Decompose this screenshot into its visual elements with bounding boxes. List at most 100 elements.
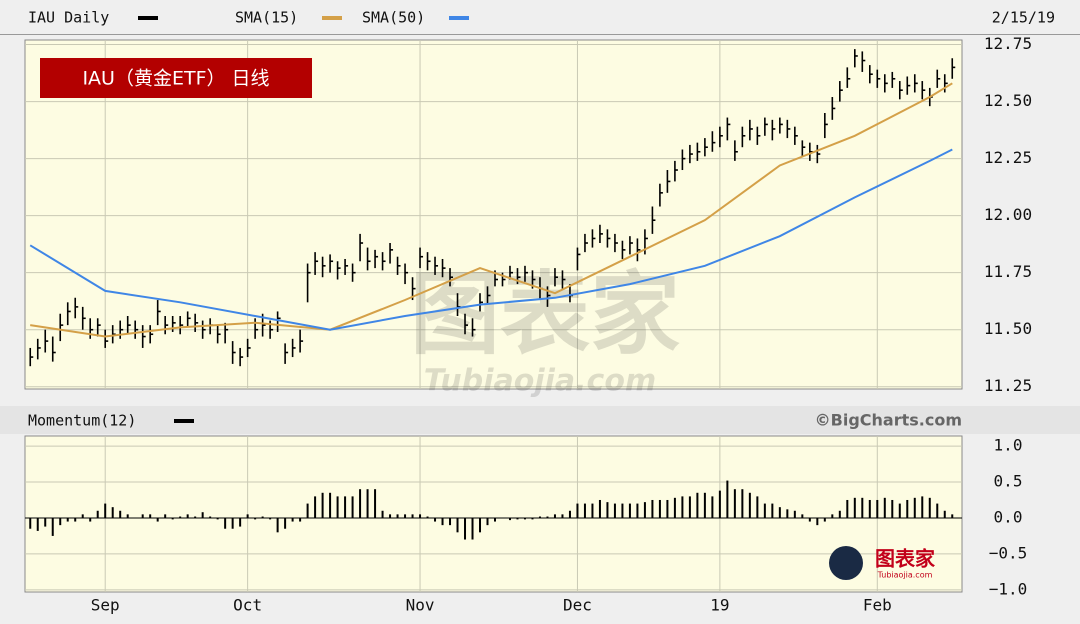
momentum-bar: [576, 503, 579, 518]
momentum-bar: [321, 492, 324, 518]
momentum-bar: [389, 514, 392, 518]
momentum-bar: [314, 496, 317, 518]
momentum-bar: [711, 496, 714, 518]
x-tick-label: 19: [710, 596, 729, 615]
logo-url: Tubiaojia.com: [877, 571, 933, 580]
momentum-bar: [553, 514, 556, 518]
momentum-bar: [201, 512, 204, 518]
momentum-bar: [111, 507, 114, 518]
momentum-bar: [636, 503, 639, 518]
momentum-bar: [823, 517, 826, 522]
logo-icon: [829, 546, 863, 580]
momentum-bar: [681, 496, 684, 518]
momentum-bar: [801, 514, 804, 518]
momentum-bar: [336, 496, 339, 518]
momentum-bar: [913, 497, 916, 518]
marks: [29, 49, 956, 540]
momentum-bar: [291, 517, 294, 522]
chart-title: IAU Daily: [28, 9, 109, 27]
momentum-bar: [156, 517, 159, 522]
legend-swatch: [322, 16, 342, 20]
momentum-bar: [471, 517, 474, 540]
momentum-bar: [733, 489, 736, 518]
momentum-bar: [81, 514, 84, 518]
y-tick-label: 0.0: [994, 507, 1023, 526]
date-label: 2/15/19: [992, 9, 1055, 27]
momentum-bar: [861, 497, 864, 518]
momentum-bar: [846, 499, 849, 518]
momentum-bar: [351, 496, 354, 518]
y-tick-label: −1.0: [989, 579, 1028, 598]
momentum-bar: [531, 517, 534, 520]
momentum-bar: [164, 514, 167, 518]
momentum-bar: [613, 503, 616, 518]
momentum-bar: [231, 517, 234, 529]
momentum-bar: [194, 516, 197, 518]
momentum-bar: [876, 499, 879, 518]
momentum-bar: [943, 510, 946, 518]
momentum-bar: [126, 514, 129, 518]
momentum-bar: [359, 489, 362, 518]
y-tick-label: 11.75: [984, 262, 1032, 281]
momentum-bar: [224, 517, 227, 529]
momentum-plot: [24, 435, 963, 593]
momentum-bar: [179, 516, 182, 518]
y-tick-label: 12.75: [984, 34, 1032, 53]
momentum-bar: [246, 514, 249, 518]
momentum-bar: [66, 517, 69, 522]
momentum-bar: [51, 517, 54, 536]
momentum-bar: [898, 503, 901, 518]
momentum-bar: [703, 492, 706, 518]
momentum-bar: [209, 516, 212, 518]
momentum-bar: [419, 514, 422, 518]
momentum-bar: [404, 514, 407, 518]
momentum-bar: [763, 503, 766, 518]
momentum-bar: [561, 514, 564, 518]
momentum-bar: [643, 502, 646, 518]
momentum-bar: [726, 480, 729, 518]
sma-line: [29, 148, 953, 331]
legend-swatch: [449, 16, 469, 20]
momentum-bar: [921, 496, 924, 518]
momentum-bar: [816, 517, 819, 526]
momentum-bar: [508, 517, 511, 521]
logo-text: 图表家: [875, 547, 936, 571]
source: ©BigCharts.com: [815, 411, 962, 430]
momentum-bar: [464, 517, 467, 540]
momentum-bar: [741, 489, 744, 518]
momentum-bar: [651, 499, 654, 518]
momentum-bar: [239, 517, 242, 527]
y-tick-label: 0.5: [994, 472, 1023, 491]
momentum-bar: [658, 499, 661, 518]
momentum-bar: [568, 510, 571, 518]
momentum-bar: [868, 499, 871, 518]
momentum-bar: [269, 517, 272, 520]
momentum-bar: [344, 496, 347, 518]
annotation-box: [40, 58, 312, 98]
momentum-bar: [186, 514, 189, 518]
price-plot: [24, 39, 963, 390]
momentum-bar: [441, 517, 444, 526]
momentum-bar: [546, 516, 549, 518]
momentum-swatch: [174, 419, 194, 423]
momentum-bar: [456, 517, 459, 533]
momentum-bar: [628, 503, 631, 518]
momentum-bar: [891, 499, 894, 518]
momentum-bar: [434, 517, 437, 522]
momentum-bar: [329, 492, 332, 518]
y-tick-label: 11.25: [984, 376, 1032, 395]
momentum-bar: [284, 517, 287, 529]
momentum-bar: [36, 517, 39, 531]
momentum-bar: [673, 497, 676, 518]
momentum-bar: [696, 492, 699, 518]
momentum-bar: [756, 496, 759, 518]
momentum-bar: [306, 503, 309, 518]
x-tick-label: Feb: [863, 596, 892, 615]
momentum-bar: [261, 516, 264, 518]
momentum-bar: [936, 503, 939, 518]
x-tick-label: Nov: [406, 596, 435, 615]
y-tick-label: 1.0: [994, 436, 1023, 455]
sma-line: [30, 82, 953, 338]
